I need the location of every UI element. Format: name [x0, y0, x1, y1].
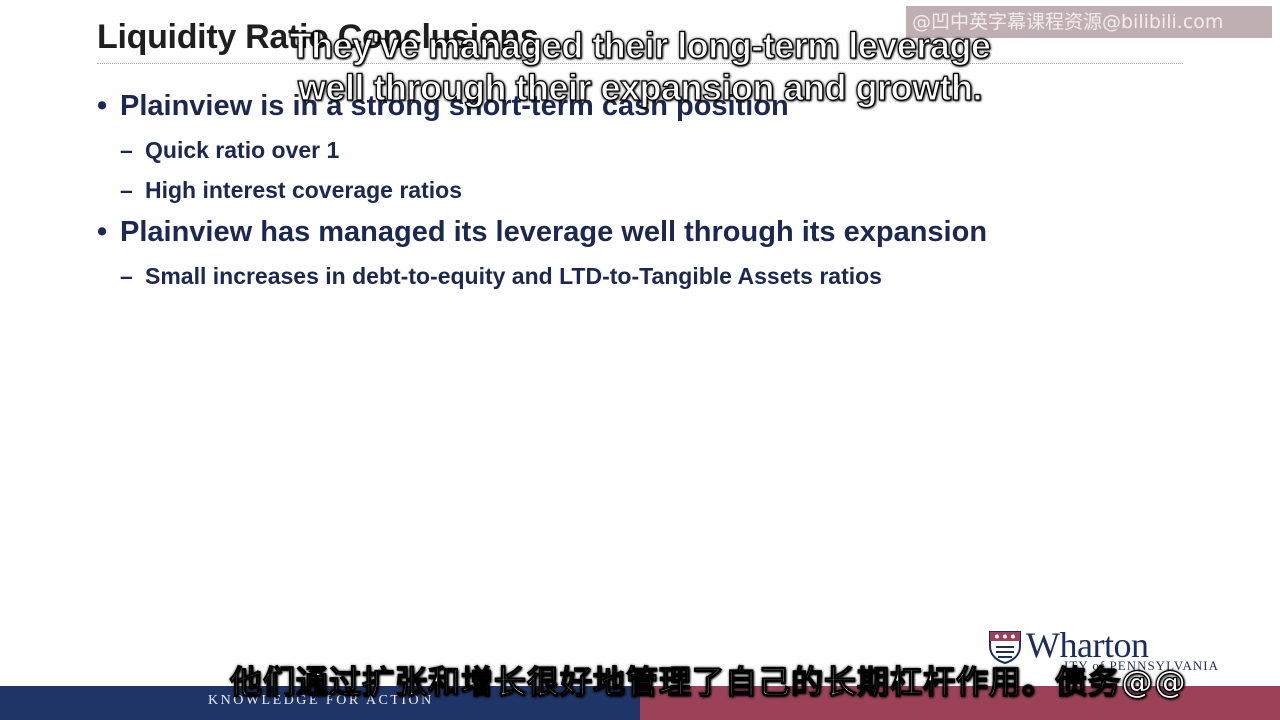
bullet-marker: • [97, 216, 108, 248]
bullet-1: Plainview is in a strong short-term cash… [120, 90, 789, 122]
subtitle-english-line-2: well through their expansion and growth. [297, 66, 983, 108]
dash-marker: – [120, 177, 133, 203]
footer-bar-navy [0, 686, 640, 720]
footer-tagline: KNOWLEDGE FOR ACTION [208, 693, 434, 708]
dash-marker: – [120, 137, 133, 163]
watermark: @凹中英字幕课程资源@bilibili.com [906, 6, 1272, 38]
subtitle-english-line-1: They've managed their long-term leverage [289, 24, 991, 66]
bullet-marker: • [97, 90, 108, 122]
dash-marker: – [120, 263, 133, 289]
subtitle-chinese: 他们通过扩张和增长很好地管理了自己的长期杠杆作用。债务@@ [229, 662, 1188, 701]
shield-icon [989, 631, 1021, 664]
bullet-1-sub-1: Quick ratio over 1 [145, 137, 340, 163]
logo-subtitle: ITY of PENNSYLVANIA [1064, 658, 1220, 673]
slide-title: Liquidity Ratio Conclusions [97, 18, 539, 56]
bullet-1-sub-2: High interest coverage ratios [145, 177, 462, 203]
wharton-logo: Wharton ITY of PENNSYLVANIA [986, 625, 1218, 676]
footer-bar-maroon [640, 686, 1280, 720]
logo-wordmark: Wharton [1026, 625, 1149, 665]
title-divider [97, 63, 1183, 64]
bullet-2: Plainview has managed its leverage well … [120, 216, 988, 248]
bullet-2-sub-1: Small increases in debt-to-equity and LT… [145, 263, 882, 289]
